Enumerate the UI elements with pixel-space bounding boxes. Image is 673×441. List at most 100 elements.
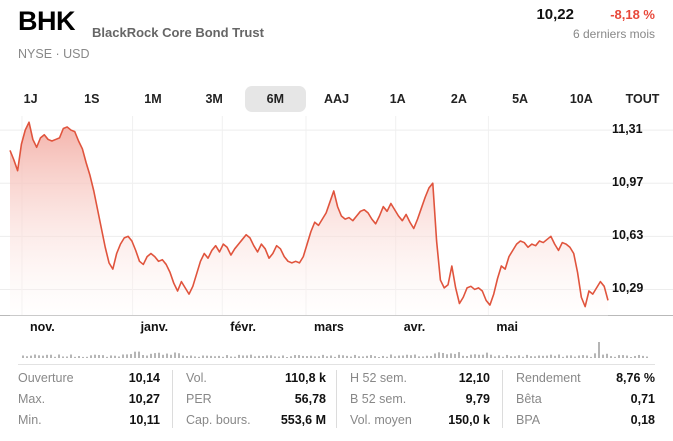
volume-bar (594, 353, 596, 358)
volume-bar (622, 355, 624, 358)
x-axis-labels: nov. janv. févr. mars avr. mai (0, 316, 673, 340)
volume-bar (526, 354, 528, 358)
volume-bar (34, 354, 36, 358)
volume-bar (286, 356, 288, 358)
stat-label: Cap. bours. (186, 413, 251, 427)
range-tab-aaj[interactable]: AAJ (324, 92, 350, 106)
volume-bar (290, 356, 292, 358)
volume-bar (310, 355, 312, 358)
volume-bar (38, 355, 40, 358)
range-tab-3m[interactable]: 3M (205, 92, 223, 106)
x-axis-tick: janv. (140, 320, 169, 334)
volume-bar (198, 356, 200, 358)
volume-bar (514, 356, 516, 358)
volume-bar (110, 355, 112, 358)
stat-value: 9,79 (465, 392, 490, 406)
stats-row: PER 56,78 (186, 389, 326, 410)
volume-bar (638, 354, 640, 358)
volume-bar (590, 356, 592, 358)
stats-column-separator (502, 370, 503, 428)
volume-bar (494, 356, 496, 358)
stat-value: 0,71 (630, 392, 655, 406)
volume-bar (274, 356, 276, 358)
period-label: 6 derniers mois (572, 27, 655, 41)
volume-bar (426, 355, 428, 358)
range-tab-5a[interactable]: 5A (512, 92, 529, 106)
volume-bar (538, 355, 540, 358)
ticker-symbol: BHK (18, 6, 76, 36)
stats-column: Rendement 8,76 % Bêta 0,71 BPA 0,18 (516, 368, 655, 432)
volume-bar (74, 356, 76, 358)
stat-value: 10,14 (128, 371, 160, 385)
volume-strip[interactable] (0, 340, 673, 364)
volume-bar (254, 356, 256, 358)
volume-bar (26, 356, 28, 358)
volume-bar (22, 355, 24, 358)
volume-bar (498, 355, 500, 358)
range-tab-1a[interactable]: 1A (389, 92, 406, 106)
x-axis-tick: mars (314, 320, 344, 334)
volume-bar (282, 355, 284, 358)
volume-bar (394, 356, 396, 358)
stat-label: B 52 sem. (350, 392, 407, 406)
range-tab-bar[interactable]: 1J 1S 1M 3M 6M AAJ 1A 2A 5A 10A TOUT (0, 84, 673, 114)
volume-bar (182, 355, 184, 358)
volume-bar (338, 354, 340, 358)
volume-bar (570, 355, 572, 358)
volume-bar (438, 352, 440, 358)
range-tab-2a[interactable]: 2A (450, 92, 467, 106)
stats-row: Max. 10,27 (18, 389, 160, 410)
volume-bar (306, 356, 308, 358)
volume-bar (114, 355, 116, 358)
volume-bar (350, 356, 352, 358)
volume-bar (410, 355, 412, 358)
volume-bar (258, 355, 260, 358)
volume-bar (250, 354, 252, 358)
volume-bar (62, 356, 64, 358)
stat-value: 150,0 k (448, 413, 490, 427)
volume-bar (442, 352, 444, 358)
range-tab-1j[interactable]: 1J (23, 92, 38, 106)
stats-row: H 52 sem. 12,10 (350, 368, 490, 389)
x-axis-tick: avr. (403, 320, 426, 334)
volume-bar (186, 356, 188, 358)
volume-bar (518, 355, 520, 358)
volume-bar (30, 355, 32, 358)
volume-bar (398, 355, 400, 358)
price-chart[interactable] (0, 116, 673, 316)
volume-bar (418, 356, 420, 358)
volume-bar (162, 354, 164, 358)
volume-bar (470, 354, 472, 358)
stat-value: 12,10 (458, 371, 490, 385)
volume-bar (138, 351, 140, 358)
volume-bar (342, 355, 344, 358)
volume-bar (586, 355, 588, 358)
volume-bar (530, 356, 532, 358)
volume-bar (206, 355, 208, 358)
stats-row: Min. 10,11 (18, 410, 160, 431)
volume-bar (606, 353, 608, 358)
volume-bar (82, 356, 84, 358)
volume-bar (618, 355, 620, 358)
volume-bar (210, 355, 212, 358)
volume-bar (170, 354, 172, 358)
range-tab-10a[interactable]: 10A (569, 92, 593, 106)
volume-bar (154, 353, 156, 358)
volume-bar (490, 354, 492, 358)
volume-bar (566, 355, 568, 358)
volume-bar (266, 355, 268, 358)
volume-bar (358, 356, 360, 358)
volume-bar (54, 356, 56, 358)
volume-bar (214, 356, 216, 358)
volume-bar (102, 355, 104, 358)
stat-label: Vol. (186, 371, 207, 385)
stats-column-separator (336, 370, 337, 428)
volume-bar (390, 354, 392, 358)
range-tab-1m[interactable]: 1M (144, 92, 162, 106)
volume-bar (534, 356, 536, 358)
price-line (9, 121, 609, 308)
range-tab-tout[interactable]: TOUT (625, 92, 660, 106)
range-tab-6m[interactable]: 6M (244, 86, 306, 112)
range-tab-1s[interactable]: 1S (84, 92, 100, 106)
volume-bar (646, 356, 648, 358)
